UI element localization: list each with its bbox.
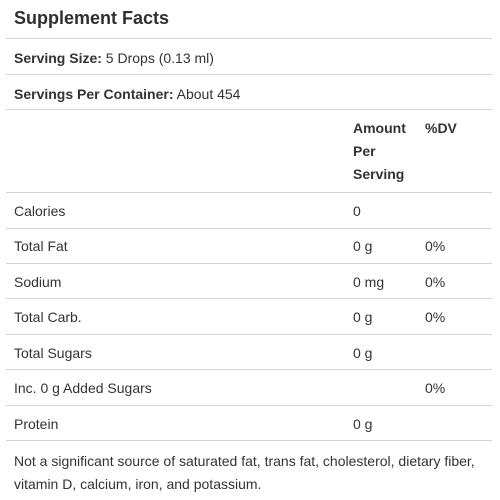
nutrient-name: Inc. 0 g Added Sugars [14, 380, 152, 396]
serving-size-line: Serving Size: 5 Drops (0.13 ml) [14, 50, 214, 66]
divider [6, 38, 492, 39]
servings-per-container-line: Servings Per Container: About 454 [14, 86, 240, 102]
divider [6, 298, 492, 299]
panel-title: Supplement Facts [14, 8, 170, 28]
nutrient-name: Sodium [14, 274, 62, 290]
amount-header-line: Per [353, 143, 376, 159]
nutrient-amount: 0 g [353, 309, 373, 325]
divider [6, 228, 492, 229]
nutrient-amount: 0 [353, 203, 361, 219]
serving-size-value: 5 Drops (0.13 ml) [101, 50, 214, 66]
nutrient-name: Total Carb. [14, 309, 82, 325]
divider [6, 440, 492, 441]
amount-header-line: Amount [353, 120, 406, 136]
nutrient-amount: 0 mg [353, 274, 385, 290]
nutrient-amount: 0 g [353, 238, 373, 254]
divider [6, 263, 492, 264]
divider [6, 192, 492, 193]
divider [6, 369, 492, 370]
amount-per-serving-header: Amount Per Serving [353, 117, 406, 186]
nutrient-name: Total Fat [14, 238, 68, 254]
divider [6, 334, 492, 335]
nutrient-amount: 0 g [353, 416, 373, 432]
servings-per-container-value: About 454 [173, 86, 241, 102]
nutrient-dv: 0% [425, 238, 446, 254]
nutrient-dv: 0% [425, 274, 446, 290]
divider [6, 109, 492, 110]
nutrient-name: Total Sugars [14, 345, 92, 361]
dv-header: %DV [425, 120, 457, 136]
nutrient-name: Calories [14, 203, 66, 219]
divider [6, 74, 492, 75]
nutrient-amount: 0 g [353, 345, 373, 361]
nutrient-dv: 0% [425, 380, 446, 396]
serving-size-label: Serving Size: [14, 50, 102, 66]
footnote: Not a significant source of saturated fa… [14, 453, 475, 492]
nutrient-dv: 0% [425, 309, 446, 325]
nutrient-name: Protein [14, 416, 59, 432]
servings-per-container-label: Servings Per Container: [14, 86, 174, 102]
divider [6, 405, 492, 406]
amount-header-line: Serving [353, 166, 405, 182]
